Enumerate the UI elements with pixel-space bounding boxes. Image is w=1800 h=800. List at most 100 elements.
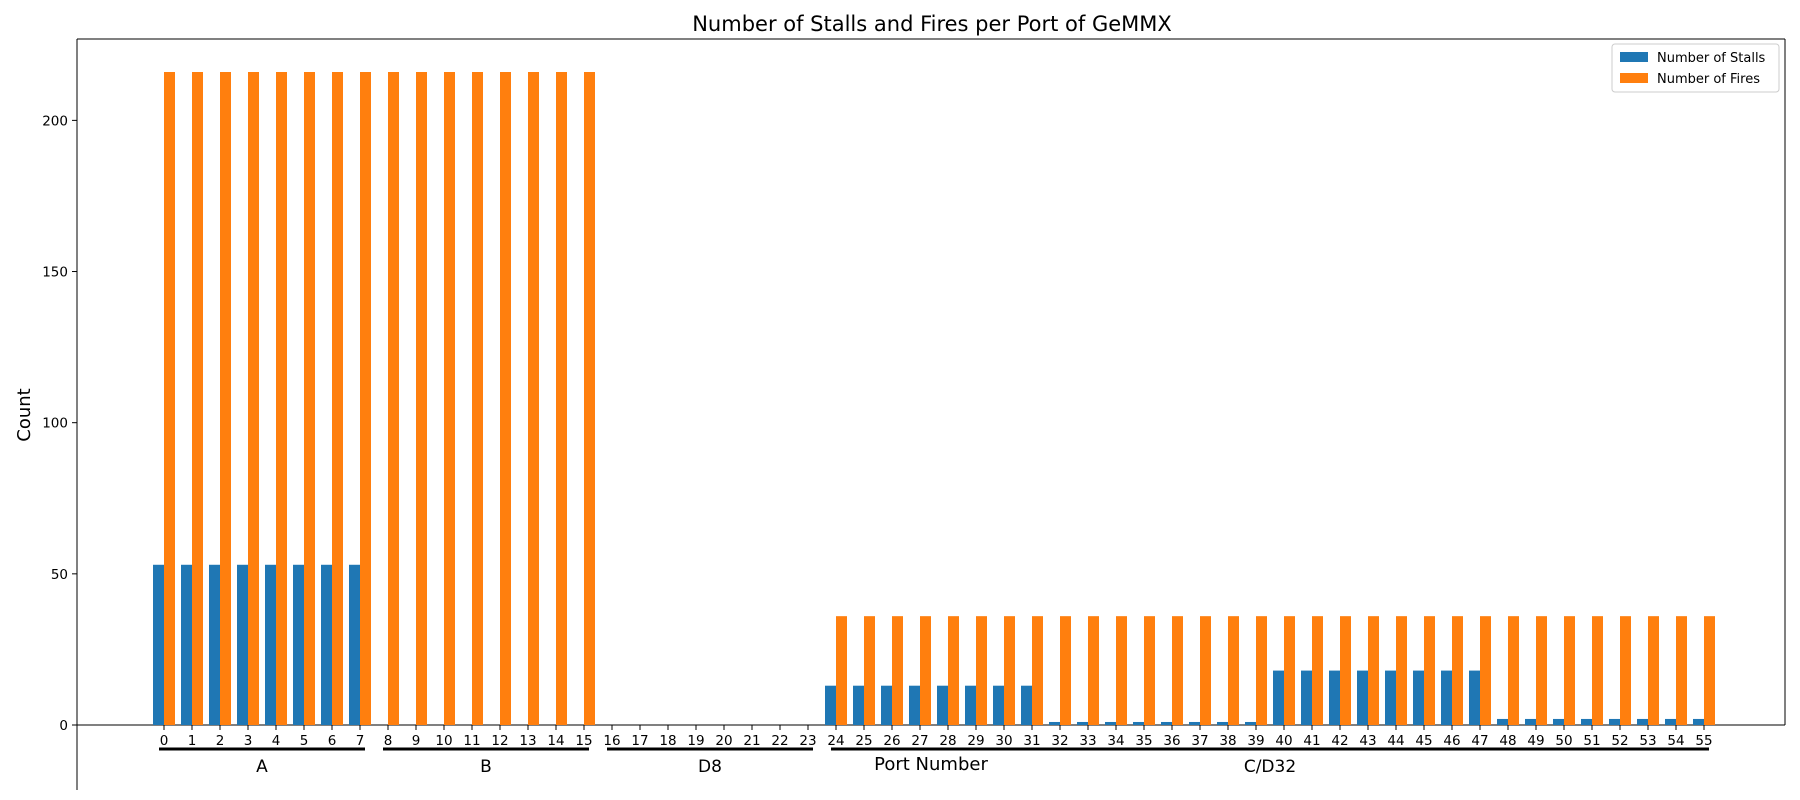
bar-fires-port-2 (220, 72, 231, 725)
x-tick-label: 4 (272, 733, 281, 749)
bar-stalls-port-36 (1161, 721, 1172, 725)
bar-stalls-port-30 (993, 685, 1004, 725)
x-tick-label: 34 (1107, 733, 1124, 749)
x-tick-label: 42 (1331, 733, 1348, 749)
x-tick-label: 9 (412, 733, 421, 749)
x-tick-label: 46 (1443, 733, 1460, 749)
x-tick-label: 10 (435, 733, 452, 749)
bar-fires-port-46 (1452, 616, 1463, 725)
x-tick-label: 40 (1275, 733, 1292, 749)
bar-fires-port-44 (1396, 616, 1407, 725)
x-tick-label: 30 (995, 733, 1012, 749)
bar-stalls-port-53 (1637, 718, 1648, 725)
x-tick-label: 28 (939, 733, 956, 749)
bar-stalls-port-50 (1553, 718, 1564, 725)
bar-fires-port-54 (1676, 616, 1687, 725)
bar-fires-port-49 (1536, 616, 1547, 725)
bar-fires-port-14 (556, 72, 567, 725)
bar-fires-port-30 (1004, 616, 1015, 725)
x-tick-label: 43 (1359, 733, 1376, 749)
bar-stalls-port-39 (1245, 721, 1256, 725)
y-tick-label: 100 (42, 416, 68, 432)
bar-stalls-port-25 (853, 685, 864, 725)
bar-stalls-port-34 (1105, 721, 1116, 725)
bar-fires-port-39 (1256, 616, 1267, 725)
bars (153, 72, 1715, 725)
x-tick-label: 19 (687, 733, 704, 749)
bar-fires-port-26 (892, 616, 903, 725)
x-tick-label: 24 (827, 733, 844, 749)
bar-fires-port-8 (388, 72, 399, 725)
bar-stalls-port-5 (293, 564, 304, 725)
bar-fires-port-9 (416, 72, 427, 725)
x-tick-label: 37 (1191, 733, 1208, 749)
bar-stalls-port-4 (265, 564, 276, 725)
bar-fires-port-38 (1228, 616, 1239, 725)
bar-stalls-port-38 (1217, 721, 1228, 725)
bar-fires-port-6 (332, 72, 343, 725)
bar-stalls-port-0 (153, 564, 164, 725)
x-tick-label: 35 (1135, 733, 1152, 749)
x-tick-label: 17 (631, 733, 648, 749)
x-axis-ticks: 0 1 2 3 4 5 6 7 8 9 10 11 12 13 14 15 16 17 18 19 20 21 22 23 24… (160, 725, 1713, 749)
x-tick-label: 2 (216, 733, 225, 749)
x-tick-label: 18 (659, 733, 676, 749)
legend-label: Number of Stalls (1657, 51, 1766, 66)
x-tick-label: 5 (300, 733, 309, 749)
bar-stalls-port-45 (1413, 670, 1424, 725)
bar-fires-port-4 (276, 72, 287, 725)
bar-stalls-port-52 (1609, 718, 1620, 725)
legend-swatch (1620, 52, 1648, 62)
bar-stalls-port-44 (1385, 670, 1396, 725)
x-tick-label: 15 (575, 733, 592, 749)
x-tick-label: 47 (1471, 733, 1488, 749)
legend-label: Number of Fires (1657, 72, 1760, 87)
x-tick-label: 44 (1387, 733, 1404, 749)
bar-fires-port-37 (1200, 616, 1211, 725)
group-label: C/D32 (1244, 757, 1296, 777)
bar-fires-port-0 (164, 72, 175, 725)
bar-fires-port-1 (192, 72, 203, 725)
legend: Number of Stalls Number of Fires (1611, 43, 1780, 93)
x-tick-label: 33 (1079, 733, 1096, 749)
x-tick-label: 54 (1667, 733, 1684, 749)
y-tick-label: 200 (42, 113, 68, 129)
bar-fires-port-47 (1480, 616, 1491, 725)
bar-stalls-port-49 (1525, 718, 1536, 725)
bar-fires-port-50 (1564, 616, 1575, 725)
bar-fires-port-51 (1592, 616, 1603, 725)
bar-fires-port-42 (1340, 616, 1351, 725)
x-tick-label: 7 (356, 733, 365, 749)
bar-fires-port-13 (528, 72, 539, 725)
x-tick-label: 27 (911, 733, 928, 749)
group-label: D8 (698, 757, 722, 777)
x-tick-label: 48 (1499, 733, 1516, 749)
y-tick-label: 0 (59, 718, 68, 734)
bar-stalls-port-46 (1441, 670, 1452, 725)
bar-stalls-port-27 (909, 685, 920, 725)
bar-fires-port-35 (1144, 616, 1155, 725)
bar-fires-port-10 (444, 72, 455, 725)
chart-title: Number of Stalls and Fires per Port of G… (692, 12, 1172, 36)
bar-fires-port-12 (500, 72, 511, 725)
x-tick-label: 38 (1219, 733, 1236, 749)
bar-fires-port-28 (948, 616, 959, 725)
bar-fires-port-48 (1508, 616, 1519, 725)
bar-fires-port-52 (1620, 616, 1631, 725)
x-tick-label: 13 (519, 733, 536, 749)
bar-stalls-port-40 (1273, 670, 1284, 725)
x-tick-label: 29 (967, 733, 984, 749)
bar-stalls-port-28 (937, 685, 948, 725)
bar-fires-port-40 (1284, 616, 1295, 725)
y-tick-label: 150 (42, 265, 68, 281)
x-tick-label: 25 (855, 733, 872, 749)
x-tick-label: 21 (743, 733, 760, 749)
bar-fires-port-34 (1116, 616, 1127, 725)
bar-fires-port-55 (1704, 616, 1715, 725)
bar-stalls-port-3 (237, 564, 248, 725)
bar-fires-port-31 (1032, 616, 1043, 725)
y-axis-ticks: 0 50 100 150 200 (42, 113, 77, 734)
bar-fires-port-32 (1060, 616, 1071, 725)
x-tick-label: 52 (1611, 733, 1628, 749)
